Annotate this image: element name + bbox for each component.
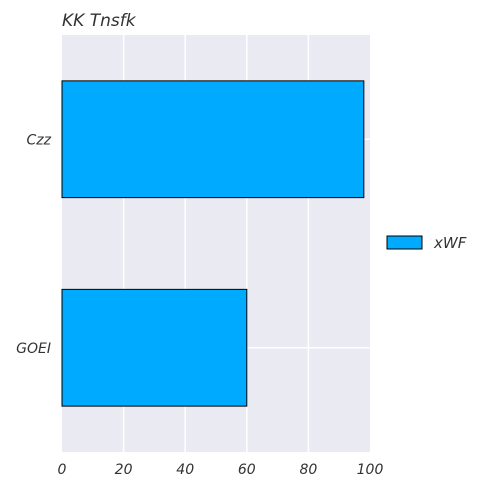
bar-czz xyxy=(61,80,365,199)
legend-swatch-xwf xyxy=(386,235,423,250)
legend: xWF xyxy=(386,234,467,252)
legend-label-xwf: xWF xyxy=(433,234,467,252)
x-tick-label: 80 xyxy=(299,462,317,478)
y-axis-categories: Czz GOEI xyxy=(16,132,51,357)
y-category-label: Czz xyxy=(27,132,52,148)
x-tick-label: 60 xyxy=(238,462,256,478)
x-axis-ticks: 0 20 40 60 80 100 xyxy=(58,462,384,478)
x-tick-label: 20 xyxy=(115,462,133,478)
x-tick-label: 0 xyxy=(58,462,67,478)
bars-group xyxy=(61,80,365,407)
bar-goei xyxy=(61,288,248,407)
x-tick-label: 100 xyxy=(357,462,384,478)
y-category-label: GOEI xyxy=(16,341,51,357)
x-tick-label: 40 xyxy=(176,462,194,478)
chart-title: KK Tnsfk xyxy=(62,11,137,31)
